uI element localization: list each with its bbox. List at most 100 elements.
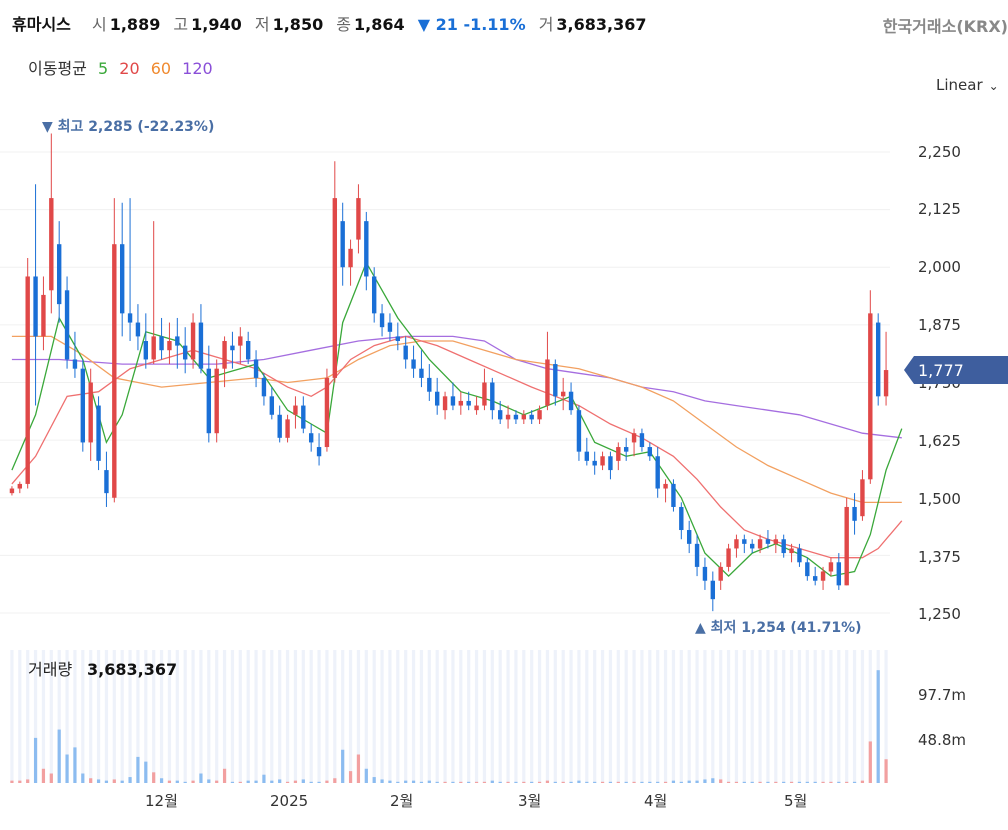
volume-bar [144,761,148,783]
volume-bar-bg [207,650,211,783]
ma120-legend[interactable]: 120 [182,59,213,78]
candle-body [466,400,471,406]
volume-bar-bg [632,650,636,783]
volume-bar-bg [640,650,644,783]
candle-body [742,539,747,544]
candle-body [230,345,235,351]
ma5-line [11,261,903,578]
volume-bar [490,780,494,783]
volume-bar [656,781,660,783]
volume-bar-bg [750,650,754,783]
current-price-label: 1,777 [918,361,964,380]
candle-body [781,539,786,554]
volume-bar-bg [561,650,565,783]
candle-body [820,571,826,581]
candle-body [474,405,479,411]
volume-bar-bg [821,650,825,783]
volume-bar-bg [364,650,368,783]
volume-bar [404,780,408,783]
candle-body [560,391,566,397]
candle-body [521,414,527,420]
volume-bar-bg [726,650,731,783]
ma60-legend[interactable]: 60 [150,59,172,78]
volume-bar [553,781,557,783]
x-tick: 4월 [644,792,667,810]
volume-bar-bg [451,650,455,783]
low-annotation: ▲ 최저 1,254 (41.71%) [695,620,862,636]
volume-bar [443,781,447,783]
price-tick: 1,500 [918,490,961,508]
candle-body [797,548,802,563]
ma20-legend[interactable]: 20 [119,59,140,78]
volume-bar-bg [648,650,652,783]
volume-bar-bg [656,650,660,783]
price-tick: 1,875 [918,316,961,334]
volume-bar [852,781,857,783]
candle-body [112,244,117,498]
candle-body [253,359,259,378]
volume-bar-bg [10,650,14,783]
volume-bar [96,779,101,783]
current-price-tag: 1,777 [904,356,1008,384]
volume-bar [411,780,416,783]
volume-bar [33,737,38,783]
volume-bar [648,781,652,783]
volume-bar-bg [73,650,77,783]
volume-bar-bg [600,650,605,783]
volume-bar [506,781,510,783]
candle-body [245,341,251,360]
volume-bar [191,780,195,783]
volume-bar-bg [797,650,802,783]
candle-body [663,483,668,489]
volume-bar [159,778,164,783]
candle-body [151,336,156,360]
candle-body [371,276,377,314]
candle-body [175,336,180,346]
volume-bar-bg [868,650,872,783]
candle-body [127,313,133,323]
candle-body [88,382,93,443]
volume-value: 3,683,367 [556,15,647,34]
x-tick: 2월 [390,792,413,810]
price-tick: 2,000 [918,258,961,276]
volume-bar-bg [679,650,683,783]
x-tick: 3월 [518,792,541,810]
x-tick: 12월 [145,792,178,810]
price-gridlines [0,151,890,614]
candle-body [529,414,534,420]
candle-body [749,543,755,549]
volume-bar [380,779,384,783]
candle-body [757,539,763,549]
candle-body [167,341,172,351]
volume-bar-bg [608,650,613,783]
volume-bar-bg [585,650,589,783]
volume-bar-bg [388,650,392,783]
volume-bar-bg [293,650,298,783]
ma5-legend[interactable]: 5 [97,59,109,78]
scale-selector[interactable]: Linear ⌄ [936,76,999,94]
volume-bar-bg [837,650,841,783]
candle-body [592,460,597,466]
volume-bar [585,781,589,783]
volume-bar [49,773,53,783]
volume-bar-bg [341,650,345,783]
volume-bar [152,772,156,783]
volume-bar-bg [845,650,849,783]
volume-bar [215,780,219,783]
volume-bar [474,781,479,783]
volume-bar [26,779,30,783]
volume-bar [136,756,140,783]
volume-bar [230,781,235,783]
volume-bar-bg [199,650,203,783]
candle-body [198,322,204,369]
volume-bar-bg [498,650,502,783]
volume-bar-bg [380,650,384,783]
candle-body [379,313,385,328]
volume-bar [616,781,620,783]
candle-body [765,539,771,544]
candle-body [537,410,542,420]
volume-bar-bg [530,650,534,783]
volume-bar-bg [884,650,888,783]
x-tick: 2025 [270,792,308,810]
